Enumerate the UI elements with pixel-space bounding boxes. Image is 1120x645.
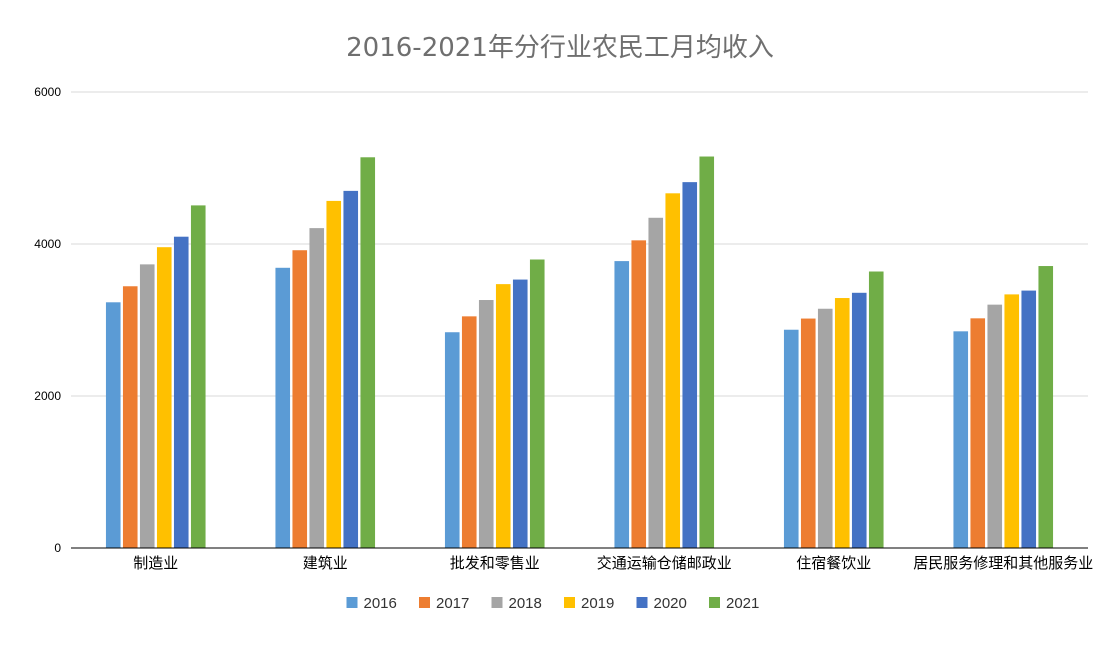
bar-2019-1 bbox=[326, 200, 342, 548]
legend-item-2021: 2021 bbox=[709, 595, 759, 612]
x-tick-label: 交通运输仓储邮政业 bbox=[597, 554, 732, 572]
bar-2020-3 bbox=[682, 182, 698, 549]
bar-2016-1 bbox=[275, 267, 291, 548]
bar-2019-5 bbox=[1004, 294, 1020, 548]
legend-label: 2018 bbox=[509, 595, 542, 612]
bar-2021-2 bbox=[529, 259, 545, 548]
chart-title: 2016-2021年分行业农民工月均收入 bbox=[346, 33, 774, 63]
bar-2019-3 bbox=[665, 193, 681, 549]
bar-2019-0 bbox=[156, 247, 172, 548]
bar-2019-2 bbox=[495, 284, 511, 548]
bar-2021-1 bbox=[360, 157, 376, 548]
bar-2017-4 bbox=[800, 318, 816, 548]
bar-2021-3 bbox=[699, 156, 715, 549]
bar-2017-1 bbox=[292, 250, 308, 548]
bar-2016-5 bbox=[953, 331, 969, 548]
bar-2018-3 bbox=[648, 217, 664, 548]
bar-2020-0 bbox=[173, 236, 189, 549]
y-tick-label: 4000 bbox=[34, 237, 61, 251]
bar-2018-2 bbox=[478, 300, 494, 548]
legend-label: 2016 bbox=[364, 595, 397, 612]
x-tick-label: 住宿餐饮业 bbox=[796, 554, 871, 572]
legend-item-2020: 2020 bbox=[636, 595, 687, 612]
legend-label: 2020 bbox=[654, 595, 687, 612]
bar-2021-5 bbox=[1038, 266, 1054, 548]
bar-2018-1 bbox=[309, 228, 325, 548]
x-tick-label: 居民服务修理和其他服务业 bbox=[913, 554, 1093, 572]
legend-label: 2021 bbox=[726, 595, 759, 612]
legend-item-2018: 2018 bbox=[491, 595, 542, 612]
x-tick-label: 制造业 bbox=[133, 554, 178, 572]
bar-2017-0 bbox=[122, 286, 138, 548]
bar-2017-3 bbox=[631, 240, 647, 549]
bar-2016-2 bbox=[444, 332, 460, 548]
bar-2020-1 bbox=[343, 190, 359, 548]
bar-2017-5 bbox=[970, 318, 986, 548]
bar-2019-4 bbox=[834, 298, 850, 548]
legend-label: 2019 bbox=[581, 595, 614, 612]
bar-2021-4 bbox=[868, 271, 884, 548]
legend-item-2016: 2016 bbox=[346, 595, 397, 612]
bar-2018-4 bbox=[817, 308, 833, 548]
bar-2016-4 bbox=[783, 329, 799, 548]
y-tick-label: 0 bbox=[54, 541, 61, 555]
legend-swatch bbox=[491, 597, 503, 608]
legend: 2016 2017 2018 2019 2020 2021 bbox=[346, 595, 759, 612]
legend-swatch bbox=[346, 597, 358, 608]
y-tick-label: 6000 bbox=[34, 85, 61, 99]
legend-swatch bbox=[564, 597, 575, 608]
bar-2016-3 bbox=[614, 261, 630, 548]
bars bbox=[105, 156, 1054, 549]
bar-2018-0 bbox=[139, 264, 155, 548]
bar-2017-2 bbox=[461, 316, 477, 548]
bar-2018-5 bbox=[987, 304, 1003, 548]
legend-item-2017: 2017 bbox=[419, 595, 469, 612]
axes: 0 2000 4000 6000 制造业 建筑业 批发和零售业 交通运输仓储邮政业 住宿餐饮业 居… bbox=[34, 85, 1093, 572]
legend-item-2019: 2019 bbox=[564, 595, 614, 612]
bar-2020-2 bbox=[512, 279, 528, 548]
bar-2020-5 bbox=[1021, 290, 1037, 548]
legend-swatch bbox=[636, 597, 648, 608]
gridlines bbox=[71, 91, 1088, 397]
legend-label: 2017 bbox=[436, 595, 469, 612]
bar-2020-4 bbox=[851, 292, 867, 548]
y-tick-label: 2000 bbox=[34, 389, 61, 403]
legend-swatch bbox=[709, 597, 720, 608]
bar-2021-0 bbox=[190, 205, 206, 548]
legend-swatch bbox=[419, 597, 430, 608]
x-tick-label: 批发和零售业 bbox=[450, 554, 540, 572]
bar-2016-0 bbox=[105, 302, 121, 548]
x-tick-label: 建筑业 bbox=[303, 554, 348, 572]
